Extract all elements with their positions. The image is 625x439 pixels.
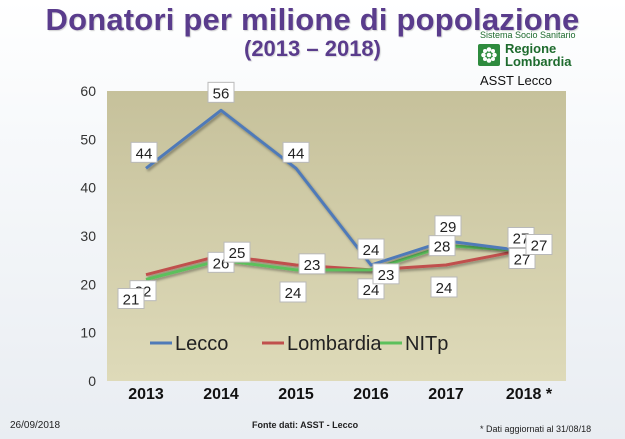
data-label-nitp: 28 xyxy=(434,239,451,256)
x-tick-label: 2015 xyxy=(278,386,314,403)
data-label-lecco: 44 xyxy=(136,145,153,162)
y-tick-label: 30 xyxy=(80,228,96,244)
x-tick-label: 2016 xyxy=(353,386,389,403)
data-label-lecco: 29 xyxy=(440,219,457,236)
chart-title: Donatori per milione di popolazione xyxy=(45,2,580,37)
logo-name-line1: Regione xyxy=(505,41,557,56)
data-label-nitp: 25 xyxy=(229,245,246,262)
data-label-box xyxy=(428,235,456,257)
data-label-box xyxy=(117,288,145,309)
data-label-nitp: 21 xyxy=(123,292,140,309)
data-label-box xyxy=(282,141,310,163)
x-tick-label: 2018 * xyxy=(506,386,553,403)
data-label-nitp: 23 xyxy=(304,257,321,274)
logo-name-line2: Lombardia xyxy=(505,54,572,69)
series-line-lecco xyxy=(145,108,522,267)
data-label-lombardia: 24 xyxy=(436,280,453,297)
data-label-nitp: 23 xyxy=(378,267,395,284)
legend-label-lecco: Lecco xyxy=(175,333,228,355)
data-label-lombardia: 24 xyxy=(363,282,380,299)
y-tick-label: 10 xyxy=(80,325,96,341)
data-label-lombardia: 24 xyxy=(285,285,302,302)
data-label-box xyxy=(430,276,458,298)
data-label-box xyxy=(207,81,235,103)
data-label-box xyxy=(130,141,158,163)
footer-note: * Dati aggiornati al 31/08/18 xyxy=(480,424,592,434)
chart-subtitle: (2013 – 2018) xyxy=(244,36,381,61)
x-tick-label: 2017 xyxy=(428,386,464,403)
x-tick-label: 2014 xyxy=(203,386,239,403)
data-label-lecco: 56 xyxy=(213,85,230,102)
y-tick-label: 0 xyxy=(88,373,96,389)
data-label-box xyxy=(525,234,553,255)
data-label-lecco: 27 xyxy=(513,231,530,248)
logo-tagline: Sistema Socio Sanitario xyxy=(480,30,576,40)
legend-label-nitp: NITp xyxy=(405,333,448,355)
footer-source: Fonte dati: ASST - Lecco xyxy=(252,420,359,430)
data-label-nitp: 27 xyxy=(531,238,548,255)
lombardy-rose-icon xyxy=(478,44,500,66)
legend-label-lombardia: Lombardia xyxy=(287,333,382,355)
data-label-lecco: 24 xyxy=(363,242,380,259)
data-label-box xyxy=(298,253,326,275)
y-tick-label: 20 xyxy=(80,276,96,292)
y-tick-label: 40 xyxy=(80,180,96,196)
data-label-box xyxy=(223,241,251,263)
x-tick-label: 2013 xyxy=(128,386,164,403)
footer-date: 26/09/2018 xyxy=(10,420,61,431)
data-label-box xyxy=(372,263,400,285)
data-label-box xyxy=(279,281,307,303)
y-tick-label: 60 xyxy=(80,83,96,99)
regione-lombardia-logo: Sistema Socio Sanitario Regione Lombard xyxy=(478,30,618,88)
y-tick-label: 50 xyxy=(80,131,96,147)
data-label-lombardia: 27 xyxy=(514,252,531,269)
data-label-box xyxy=(357,238,385,260)
data-label-lecco: 44 xyxy=(288,145,305,162)
logo-unit: ASST Lecco xyxy=(480,73,553,88)
